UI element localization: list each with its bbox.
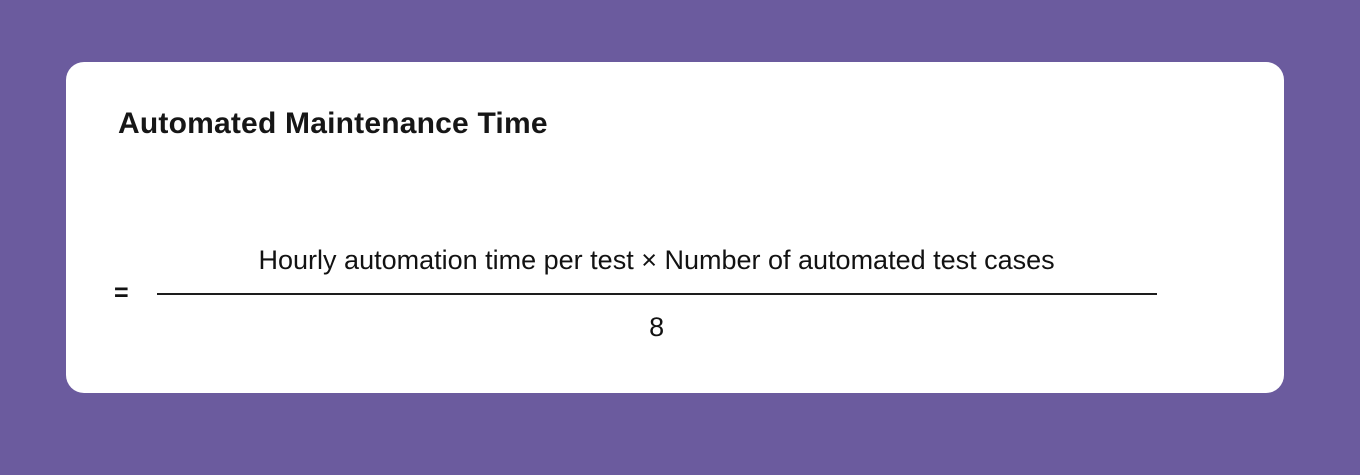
formula-card: Automated Maintenance Time = Hourly auto…	[66, 62, 1284, 393]
card-title: Automated Maintenance Time	[118, 107, 548, 140]
formula-numerator: Hourly automation time per test × Number…	[258, 245, 1055, 275]
fraction: Hourly automation time per test × Number…	[156, 244, 1157, 344]
formula: = Hourly automation time per test × Numb…	[114, 244, 1157, 344]
formula-denominator: 8	[649, 312, 665, 343]
equals-sign: =	[114, 279, 129, 308]
fraction-line	[156, 293, 1157, 296]
